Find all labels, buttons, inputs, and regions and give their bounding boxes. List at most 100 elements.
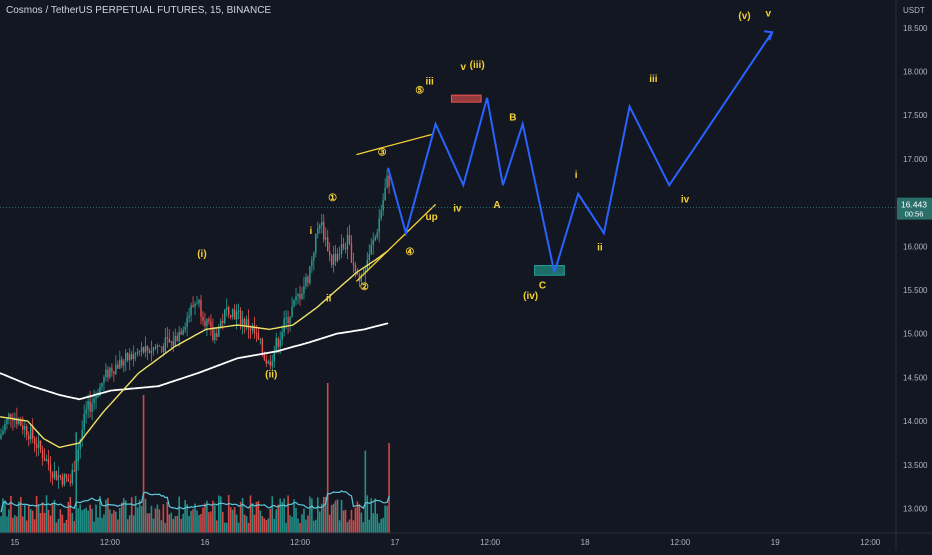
volume-bar: [263, 518, 266, 533]
volume-bar: [231, 509, 234, 533]
volume-bar: [83, 509, 85, 533]
candle-body: [24, 426, 26, 430]
candle-body: [315, 233, 317, 253]
wave-label: iii: [425, 77, 434, 88]
candle-body: [73, 470, 75, 472]
candle-body: [299, 294, 301, 299]
candle-body: [63, 474, 66, 485]
candle-body: [26, 426, 28, 436]
volume-bar: [198, 515, 200, 533]
volume-bar: [117, 519, 119, 533]
volume-bar: [261, 515, 264, 533]
candle-body: [103, 377, 105, 384]
x-tick-label: 19: [771, 538, 780, 547]
candle-body: [81, 429, 83, 440]
candle-body: [150, 350, 153, 353]
volume-bar: [119, 507, 121, 533]
ma-slow-line: [0, 322, 389, 401]
volume-bar: [291, 517, 293, 533]
volume-bar: [178, 496, 180, 533]
candle-body: [4, 424, 6, 431]
volume-bar: [277, 504, 279, 533]
y-tick-label: 15.500: [903, 286, 928, 295]
volume-bar: [2, 498, 4, 533]
candle-body: [257, 333, 260, 340]
x-tick-label: 17: [391, 538, 400, 547]
moving-averages: [0, 250, 389, 449]
volume-bar: [115, 511, 117, 533]
symbol-name[interactable]: Cosmos / TetherUS PERPETUAL FUTURES: [6, 5, 205, 16]
wave-label: ii: [597, 243, 603, 254]
candle-body: [164, 337, 167, 352]
volume-bar: [366, 495, 369, 533]
volume-bar: [142, 395, 145, 533]
candle-body: [111, 367, 113, 372]
candle-body: [370, 245, 372, 255]
candle-body: [301, 293, 303, 299]
candle-body: [121, 359, 123, 366]
volume-bar: [124, 500, 127, 533]
volume-bar: [219, 496, 222, 533]
candle-body: [0, 434, 2, 439]
volume-bar: [20, 497, 22, 533]
volume-bar: [326, 383, 329, 533]
volume-bar: [33, 519, 36, 533]
volume-bar: [31, 510, 34, 533]
volume-bar: [81, 510, 83, 533]
volume-bar: [16, 516, 18, 533]
candle-body: [49, 464, 52, 473]
volume-bar: [378, 522, 380, 533]
volume-bar: [221, 511, 224, 533]
volume-bar: [283, 498, 285, 533]
y-axis[interactable]: USDT 13.000 13.500 14.000 14.500 15.000 15.500…: [895, 0, 932, 550]
candle-body: [368, 254, 370, 260]
candle-body: [79, 439, 81, 450]
volume-bar: [18, 501, 20, 533]
volume-bar: [85, 507, 87, 533]
candle-body: [158, 345, 161, 347]
volume-bar: [237, 522, 240, 533]
candle-body: [148, 350, 151, 353]
candle-body: [204, 320, 206, 327]
volume-bar: [120, 502, 123, 533]
volume-bar: [295, 508, 297, 533]
candle-body: [152, 347, 155, 351]
y-tick-label: 14.000: [903, 417, 928, 426]
volume-bar: [271, 496, 274, 533]
volume-bar: [208, 512, 210, 533]
candle-body: [327, 237, 329, 252]
candle-body: [291, 306, 293, 317]
volume-bar: [14, 515, 16, 533]
volume-bar: [229, 507, 232, 533]
volume-bar: [214, 505, 216, 533]
candle-body: [220, 320, 222, 327]
candle-body: [317, 228, 319, 234]
volume-bar: [356, 501, 359, 533]
volume-bar: [95, 504, 97, 533]
volume-bar: [253, 514, 256, 533]
volume-bar: [113, 510, 115, 533]
volume-bar: [273, 518, 276, 533]
wave-label: v: [461, 62, 467, 73]
volume-bar: [267, 518, 270, 533]
volume-bar: [122, 498, 125, 533]
volume-bar: [328, 514, 331, 533]
wave-label: iii: [649, 74, 658, 85]
x-axis[interactable]: 15 12:00 16 12:00 17 12:00 18 12:00 19 12:00: [0, 532, 932, 547]
candle-body: [132, 353, 135, 359]
volume-bar: [334, 500, 337, 533]
volume-bar: [360, 512, 363, 533]
volume-bar: [257, 500, 260, 533]
candle-body: [340, 244, 343, 254]
candle-body: [168, 338, 170, 343]
volume-bar: [77, 508, 80, 533]
volume-bar: [109, 509, 111, 533]
volume-bar: [144, 498, 147, 533]
interval[interactable]: 15: [209, 5, 222, 16]
wave-label: up: [426, 212, 438, 223]
volume-bar: [57, 518, 60, 533]
candle-body: [386, 175, 388, 189]
